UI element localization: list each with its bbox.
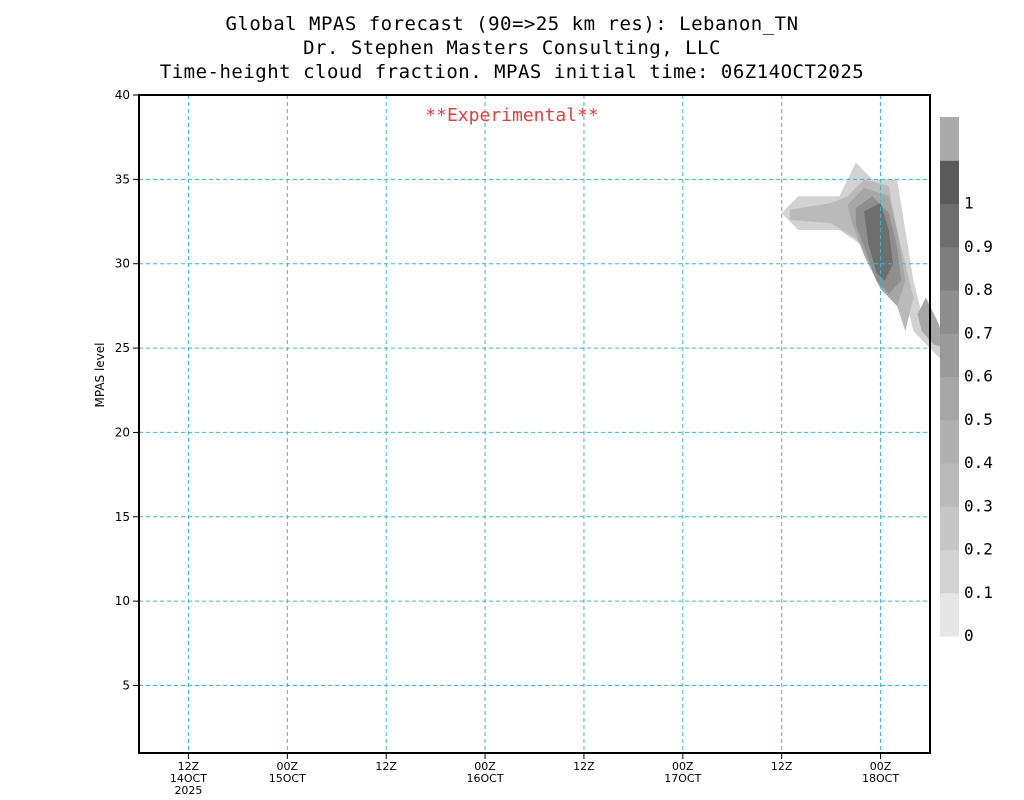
- title-line-2: Dr. Stephen Masters Consulting, LLC: [303, 37, 721, 59]
- colorbar-label-0: 0: [964, 626, 974, 645]
- colorbar-label-2: 0.2: [964, 540, 993, 559]
- colorbar-swatch-2: [940, 506, 959, 551]
- colorbar-swatch-10: [940, 160, 959, 205]
- title-line-3: Time-height cloud fraction. MPAS initial…: [159, 61, 865, 83]
- colorbar-swatch-1: [940, 549, 959, 594]
- colorbar-label-7: 0.7: [964, 323, 993, 342]
- plot-frame: [138, 94, 931, 754]
- colorbar-label-3: 0.3: [964, 496, 993, 515]
- x-tick-label-5-0: 00Z: [672, 760, 694, 773]
- x-tick-label-7-1: 18OCT: [862, 772, 899, 785]
- y-axis-label: MPAS level: [93, 343, 107, 408]
- title-line-1: Global MPAS forecast (90=>25 km res): Le…: [225, 13, 799, 35]
- x-tick-label-0-0: 12Z: [178, 760, 200, 773]
- x-tick-label-3-0: 00Z: [474, 760, 496, 773]
- colorbar-swatch-0: [940, 592, 959, 637]
- y-tick-label-4: 25: [115, 341, 130, 355]
- y-axis-ticks: 5 10 15 20 25 30 35 40: [115, 88, 139, 693]
- colorbar-label-10: 1: [964, 194, 974, 213]
- colorbar: 0 0.1 0.2 0.3 0.4 0.5 0.6 0.7 0.8 0.9 1: [940, 117, 993, 645]
- y-tick-label-3: 20: [115, 425, 130, 439]
- colorbar-swatch-5: [940, 376, 959, 421]
- x-tick-label-0-1: 14OCT: [170, 772, 207, 785]
- colorbar-label-9: 0.9: [964, 237, 993, 256]
- colorbar-label-4: 0.4: [964, 453, 993, 472]
- x-tick-label-0-2: 2025: [174, 784, 202, 797]
- x-tick-label-6-0: 12Z: [771, 760, 793, 773]
- cloud-fraction-field: [781, 162, 947, 365]
- colorbar-label-8: 0.8: [964, 280, 993, 299]
- colorbar-swatch-8: [940, 246, 959, 291]
- colorbar-swatch-4: [940, 419, 959, 464]
- colorbar-swatch-3: [940, 463, 959, 507]
- colorbar-label-1: 0.1: [964, 583, 993, 602]
- y-tick-label-7: 40: [115, 88, 130, 102]
- colorbar-swatch-6: [940, 333, 959, 378]
- cloud-region-4: [864, 203, 893, 281]
- grid-lines: [139, 95, 930, 753]
- x-tick-label-1-1: 15OCT: [269, 772, 306, 785]
- x-tick-label-5-1: 17OCT: [664, 772, 701, 785]
- experimental-annotation: **Experimental**: [425, 105, 598, 126]
- cloud-region-5: [917, 297, 947, 349]
- y-tick-label-1: 10: [115, 594, 130, 608]
- x-tick-label-4-0: 12Z: [573, 760, 595, 773]
- colorbar-label-6: 0.6: [964, 367, 993, 386]
- y-tick-label-0: 5: [122, 679, 130, 693]
- x-tick-label-2-0: 12Z: [375, 760, 397, 773]
- y-tick-label-5: 30: [115, 257, 130, 271]
- colorbar-swatch-7: [940, 290, 959, 334]
- y-tick-label-6: 35: [115, 172, 130, 186]
- colorbar-label-5: 0.5: [964, 410, 993, 429]
- x-tick-label-7-0: 00Z: [870, 760, 892, 773]
- x-tick-label-3-1: 16OCT: [467, 772, 504, 785]
- x-tick-label-1-0: 00Z: [277, 760, 299, 773]
- colorbar-swatch-9: [940, 203, 959, 248]
- colorbar-swatch-11: [940, 117, 959, 161]
- y-tick-label-2: 15: [115, 510, 130, 524]
